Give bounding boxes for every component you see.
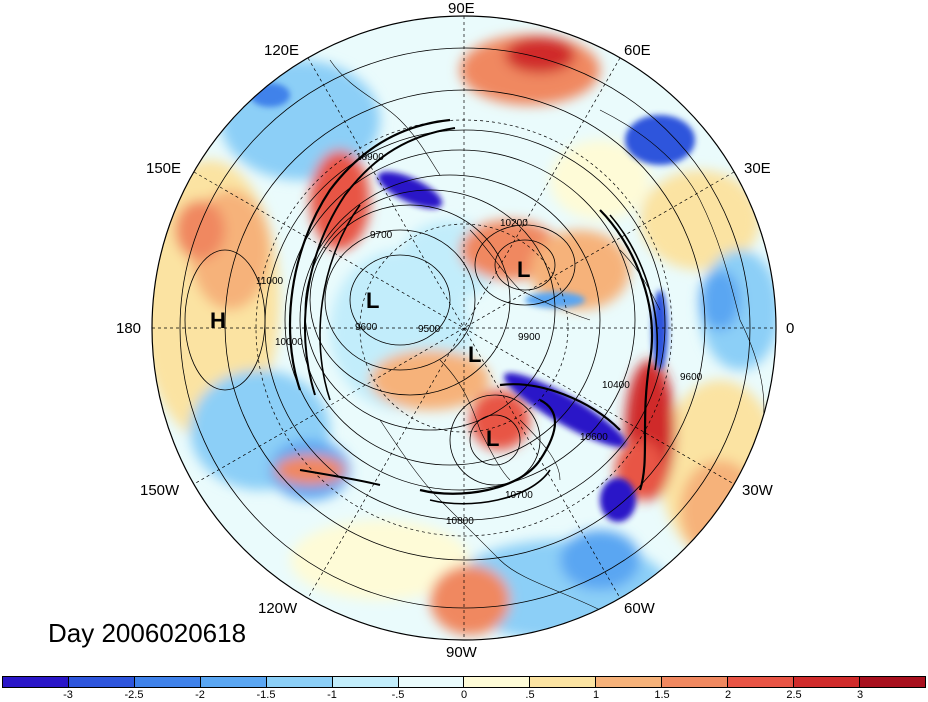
low-pressure-label: L: [486, 426, 499, 451]
lon-label-30e: 30E: [744, 160, 771, 177]
low-pressure-label: L: [517, 257, 530, 282]
map-border: [151, 15, 777, 641]
colorbar-tick-label: -.5: [391, 689, 405, 701]
contour-label-group: 10900 10200 9700 9500 9600 9900 10400 10…: [256, 152, 703, 527]
contour-label: 9900: [518, 332, 541, 343]
colorbar-tick-label: .5: [525, 689, 535, 701]
high-pressure-label: H: [210, 308, 226, 333]
contour-label: 10600: [580, 432, 608, 443]
lon-label-150e: 150E: [146, 160, 182, 177]
anomaly-field: [152, 16, 776, 640]
colorbar-swatch: [3, 677, 69, 687]
lon-label-30w: 30W: [742, 482, 773, 499]
contour-label: 9600: [355, 322, 378, 333]
colorbar-swatch: [200, 677, 267, 687]
lon-label-120e: 120E: [264, 42, 300, 59]
colorbar-tick-label: -1.5: [256, 689, 276, 701]
colorbar-swatch: [398, 677, 465, 687]
colorbar-swatch: [794, 677, 860, 687]
colorbar-swatch: [68, 677, 135, 687]
contour-label: 10400: [602, 380, 630, 391]
lon-label-90w: 90W: [446, 644, 477, 661]
contour-label: 10700: [505, 490, 533, 501]
contour-label: 10800: [446, 516, 474, 527]
colorbar-tick-label: 0: [460, 689, 468, 701]
contour-label: 10200: [500, 218, 528, 229]
colorbar-tick-label: -3: [63, 689, 73, 701]
colorbar-swatch: [266, 677, 333, 687]
colorbar-tick-label: 1: [592, 689, 600, 701]
low-pressure-label: L: [468, 342, 481, 367]
colorbar-swatch: [859, 677, 925, 687]
colorbar-swatch: [662, 677, 729, 687]
colorbar-tick-label: 1.5: [654, 689, 670, 701]
contour-label: 9500: [418, 324, 441, 335]
low-pressure-label: L: [366, 288, 379, 313]
colorbar-tick-label: -2.5: [124, 689, 144, 701]
contour-label: 9600: [680, 372, 703, 383]
colorbar-swatch: [464, 677, 531, 687]
lon-label-120w: 120W: [258, 600, 298, 617]
lon-label-180: 180: [116, 320, 142, 337]
contour-label: 10900: [356, 152, 384, 163]
colorbar: [2, 676, 926, 688]
colorbar-tick-labels: -3 -2.5 -2 -1.5 -1 -.5 0 .5 1 1.5 2 2.5 3: [0, 689, 928, 702]
lon-label-0: 0: [786, 320, 795, 337]
lon-label-60w: 60W: [624, 600, 655, 617]
colorbar-tick-label: 2.5: [786, 689, 802, 701]
colorbar-swatch: [728, 677, 795, 687]
day-title: Day 2006020618: [48, 618, 247, 648]
colorbar-tick-label: 2: [724, 689, 732, 701]
contour-label: 10000: [275, 337, 303, 348]
lon-label-90e: 90E: [448, 0, 475, 17]
colorbar-swatch: [332, 677, 399, 687]
colorbar-tick-label: -2: [195, 689, 205, 701]
graticule: [152, 16, 776, 640]
lon-label-150w: 150W: [140, 482, 180, 499]
lon-label-60e: 60E: [624, 42, 651, 59]
height-contours: [179, 47, 751, 609]
contour-label: 9700: [370, 230, 393, 241]
colorbar-swatch: [134, 677, 201, 687]
colorbar-swatch: [530, 677, 597, 687]
colorbar-swatch: [596, 677, 663, 687]
colorbar-tick-label: 3: [856, 689, 864, 701]
contour-label: 11000: [256, 276, 284, 287]
colorbar-tick-label: -1: [327, 689, 337, 701]
